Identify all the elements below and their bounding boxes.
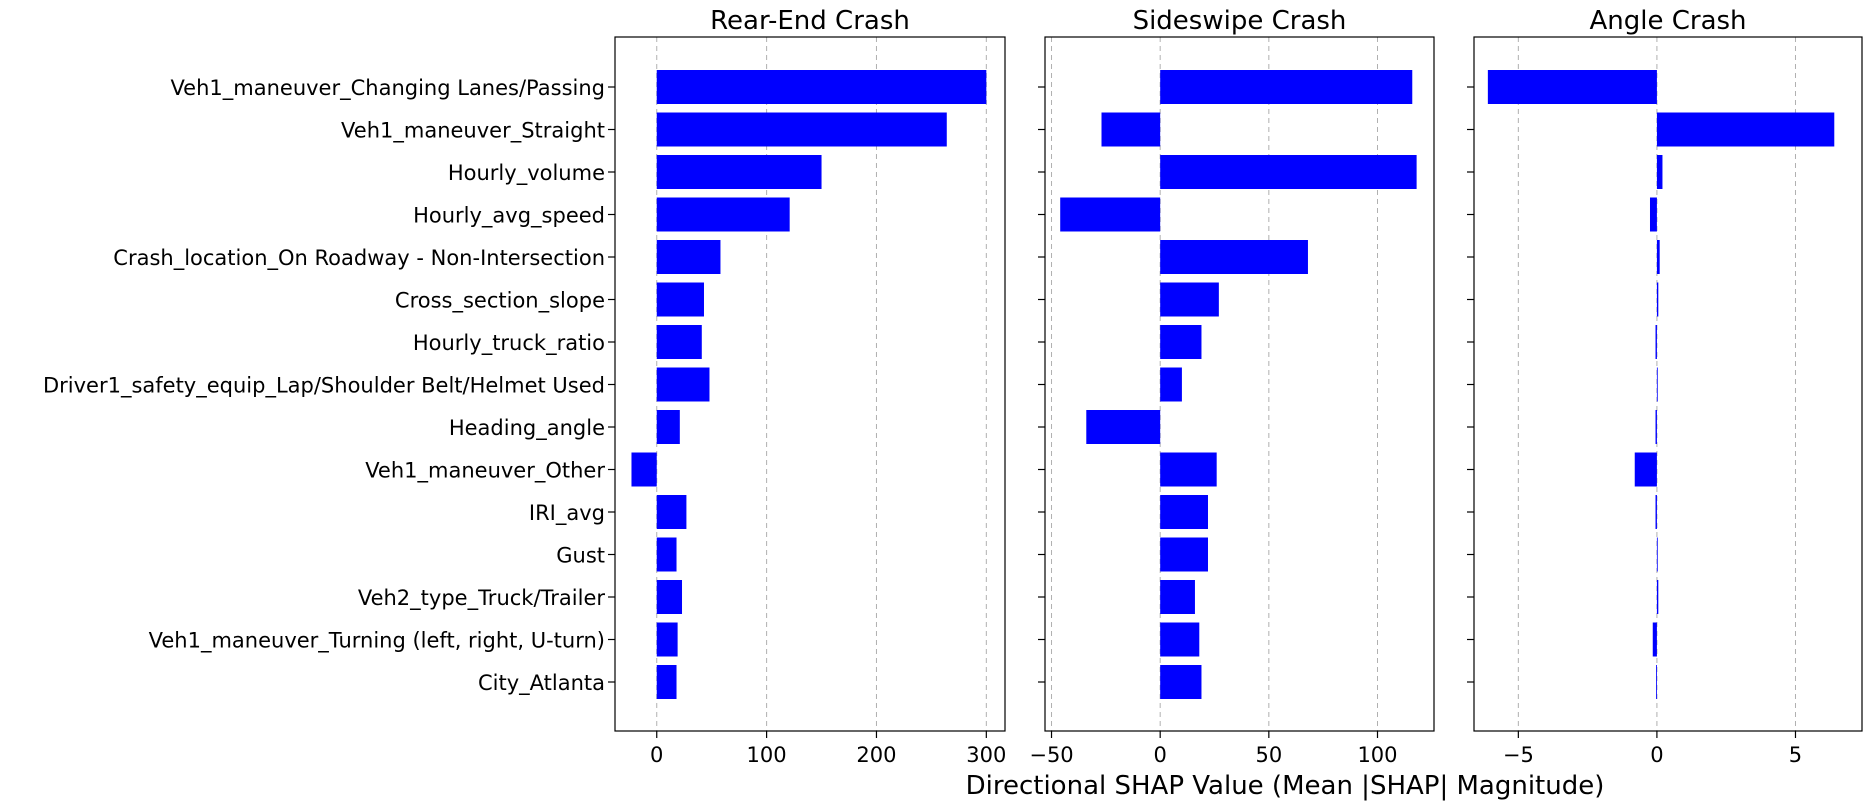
x-tick-label: 300 xyxy=(966,743,1006,767)
bar xyxy=(1655,495,1657,529)
sideswipe-grid xyxy=(1051,37,1378,731)
sideswipe-x-ticks: −50 0 50 100 xyxy=(1029,731,1398,767)
bar xyxy=(1656,537,1658,572)
bar xyxy=(656,495,687,529)
bar xyxy=(1656,580,1659,614)
x-tick-label: 5 xyxy=(1789,743,1802,767)
bar xyxy=(656,282,704,317)
bar xyxy=(1652,622,1657,657)
bar xyxy=(1649,197,1657,232)
y-tick-label: Cross_section_slope xyxy=(395,289,605,314)
sideswipe-panel: Sideswipe Crash −50 0 50 100 xyxy=(1029,6,1435,767)
x-tick-label: 100 xyxy=(747,743,787,767)
y-tick-labels: Veh1_maneuver_Changing Lanes/Passing Veh1… xyxy=(43,76,605,696)
rear-end-panel-title: Rear-End Crash xyxy=(710,6,910,36)
y-tick-label: Crash_location_On Roadway - Non-Intersec… xyxy=(113,246,605,271)
angle-panel: Angle Crash −5 0 5 xyxy=(1467,6,1863,767)
bar xyxy=(1656,367,1658,402)
y-tick-label: Hourly_volume xyxy=(448,161,605,186)
x-tick-label: −50 xyxy=(1029,743,1073,767)
bar xyxy=(1656,155,1663,189)
bar xyxy=(656,197,790,232)
x-tick-label: 200 xyxy=(856,743,896,767)
bar xyxy=(1160,580,1195,614)
y-tick-label: Heading_angle xyxy=(449,416,605,441)
bar xyxy=(1487,70,1657,104)
bar xyxy=(656,580,683,614)
bar xyxy=(1160,452,1217,487)
sideswipe-bars xyxy=(1060,70,1417,699)
bar xyxy=(1160,367,1182,402)
bar xyxy=(1160,495,1208,529)
rear-end-bars xyxy=(631,70,987,699)
bar xyxy=(1060,197,1161,232)
bar xyxy=(1656,240,1660,274)
bar xyxy=(656,240,721,274)
bar xyxy=(631,452,657,487)
x-tick-label: 0 xyxy=(1650,743,1663,767)
angle-x-ticks: −5 0 5 xyxy=(1503,731,1802,767)
bar xyxy=(1634,452,1657,487)
y-tick-label: Veh2_type_Truck/Trailer xyxy=(358,586,606,611)
y-tick-label: IRI_avg xyxy=(529,501,605,526)
y-tick-label: Hourly_avg_speed xyxy=(413,204,605,229)
x-tick-label: 0 xyxy=(650,743,663,767)
bar xyxy=(1160,622,1200,657)
y-tick-label: Driver1_safety_equip_Lap/Shoulder Belt/H… xyxy=(43,374,605,399)
bar xyxy=(1160,325,1202,359)
bar xyxy=(656,410,680,444)
bar xyxy=(1655,325,1657,359)
angle-y-ticks xyxy=(1467,86,1474,683)
rear-end-x-ticks: 0 100 200 300 xyxy=(650,731,1006,767)
bar xyxy=(656,325,702,359)
bar xyxy=(1656,282,1659,317)
bar xyxy=(1656,112,1835,147)
x-tick-label: 50 xyxy=(1255,743,1282,767)
bar xyxy=(656,367,710,402)
bar xyxy=(1656,665,1657,699)
x-tick-label: 100 xyxy=(1357,743,1397,767)
y-tick-label: Veh1_maneuver_Other xyxy=(365,459,605,484)
bar xyxy=(656,537,677,572)
bar xyxy=(1101,112,1161,147)
y-tick-label: Veh1_maneuver_Turning (left, right, U-tu… xyxy=(149,629,605,654)
bar xyxy=(1160,282,1219,317)
y-tick-label: Veh1_maneuver_Straight xyxy=(341,119,605,144)
y-tick-label: Hourly_truck_ratio xyxy=(413,331,605,356)
bar xyxy=(656,155,822,189)
angle-panel-title: Angle Crash xyxy=(1589,6,1746,36)
bar xyxy=(656,112,947,147)
bar xyxy=(1655,410,1657,444)
rear-end-panel: Rear-End Crash 0 100 200 300 xyxy=(608,6,1006,767)
x-axis-label: Directional SHAP Value (Mean |SHAP| Magn… xyxy=(966,771,1605,801)
sideswipe-panel-title: Sideswipe Crash xyxy=(1133,6,1347,36)
bar xyxy=(1160,70,1413,104)
bar xyxy=(1160,665,1202,699)
bar xyxy=(656,665,677,699)
bar xyxy=(1160,537,1208,572)
rear-end-y-ticks xyxy=(608,86,615,683)
bar xyxy=(656,622,678,657)
bar xyxy=(1160,240,1308,274)
angle-bars xyxy=(1487,70,1835,699)
y-tick-label: Veh1_maneuver_Changing Lanes/Passing xyxy=(170,76,605,101)
y-tick-label: Gust xyxy=(556,544,605,568)
sideswipe-y-ticks xyxy=(1038,86,1045,683)
bar xyxy=(1086,410,1161,444)
x-tick-label: −5 xyxy=(1503,743,1534,767)
y-tick-label: City_Atlanta xyxy=(478,671,605,696)
x-tick-label: 0 xyxy=(1153,743,1166,767)
bar xyxy=(656,70,987,104)
bar xyxy=(1160,155,1417,189)
